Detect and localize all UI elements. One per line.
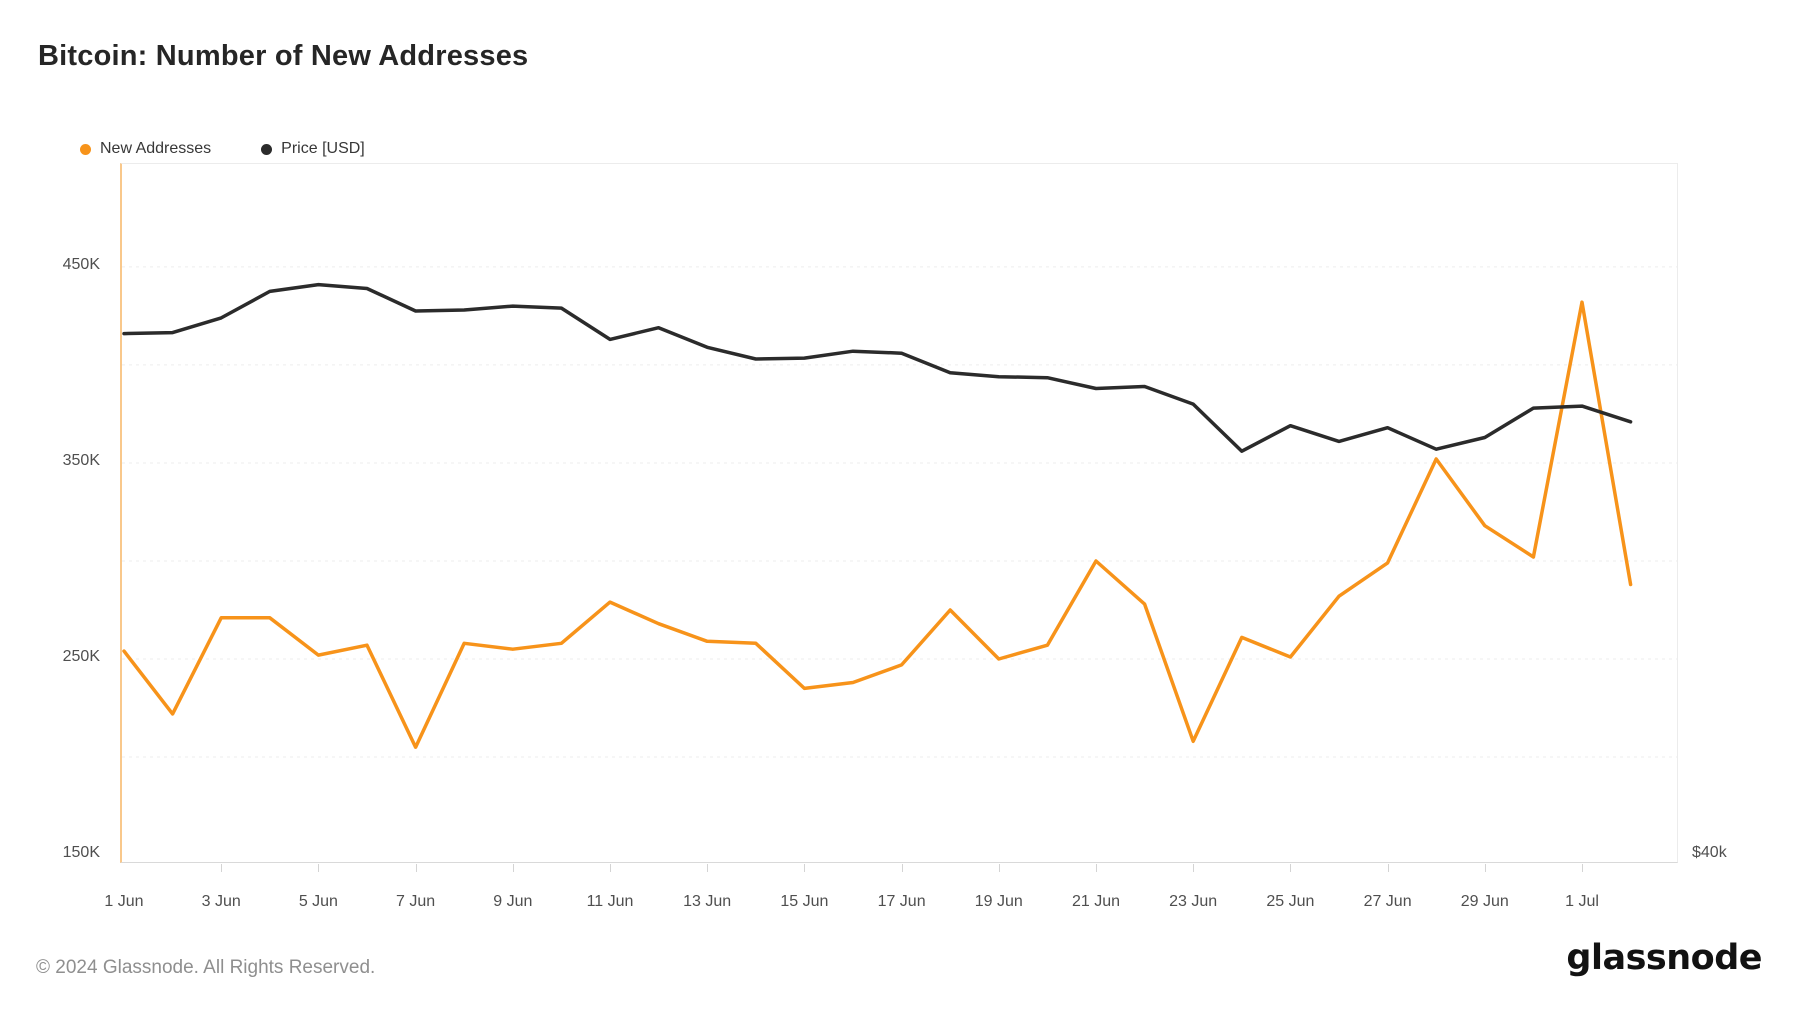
x-axis-tick-label: 1 Jul	[1565, 893, 1599, 910]
x-axis-tick-mark	[804, 864, 806, 872]
chart-legend: New Addresses Price [USD]	[80, 140, 365, 158]
legend-label-price: Price [USD]	[281, 140, 365, 157]
x-axis-tick-label: 13 Jun	[683, 893, 732, 910]
x-axis-tick-label: 3 Jun	[201, 893, 241, 910]
x-axis-tick-label: 15 Jun	[780, 893, 829, 910]
x-axis-tick-mark	[1290, 864, 1292, 872]
x-axis-tick-label: 11 Jun	[586, 893, 634, 910]
chart-plot-area[interactable]	[120, 163, 1678, 863]
gridlines	[122, 266, 1677, 758]
x-axis-tick-label: 7 Jun	[396, 893, 436, 910]
series-line-price-usd-	[122, 282, 1633, 453]
right-axis-tick-label: $40k	[1692, 844, 1727, 861]
x-axis-tick-mark	[707, 864, 709, 872]
y-axis-tick-label: 350K	[62, 451, 100, 469]
legend-item-new-addresses[interactable]: New Addresses	[80, 140, 211, 158]
series-lines	[122, 282, 1633, 749]
x-axis-tick-label: 29 Jun	[1460, 893, 1509, 910]
legend-label-new-addresses: New Addresses	[100, 140, 212, 157]
x-axis-tick-label: 27 Jun	[1363, 893, 1412, 910]
x-axis-tick-label: 5 Jun	[298, 893, 338, 910]
legend-swatch-price-icon	[261, 143, 273, 155]
x-axis-tick-mark	[318, 864, 320, 872]
chart-canvas	[122, 266, 1677, 758]
x-axis-tick-label: 17 Jun	[877, 893, 926, 910]
x-axis-tick-mark	[901, 864, 903, 872]
x-axis-tick-mark	[1193, 864, 1195, 872]
x-axis-tick-label: 21 Jun	[1071, 893, 1121, 910]
y-axis-tick-label: 150K	[62, 844, 100, 861]
legend-item-price[interactable]: Price [USD]	[261, 140, 365, 158]
x-axis-tick-label: 9 Jun	[493, 893, 533, 910]
series-line-new-addresses	[122, 300, 1633, 749]
x-axis-tick-label: 19 Jun	[974, 893, 1023, 910]
glassnode-logo: glassnode	[1566, 938, 1762, 978]
x-axis-tick-mark	[1582, 864, 1583, 872]
x-axis-tick-mark	[221, 864, 223, 872]
x-axis-tick-mark	[998, 864, 1000, 872]
y-axis-tick-label: 250K	[62, 647, 100, 665]
x-axis-tick-label: 25 Jun	[1266, 893, 1315, 910]
x-axis-tick-mark	[1484, 864, 1486, 872]
x-axis-tick-mark	[610, 864, 611, 872]
x-axis-tick-mark	[415, 864, 417, 872]
x-axis-tick-mark	[1387, 864, 1389, 872]
page-title: Bitcoin: Number of New Addresses	[38, 40, 529, 72]
x-axis-tick-label: 23 Jun	[1169, 893, 1218, 910]
y-axis-tick-label: 450K	[62, 255, 100, 273]
copyright-text: © 2024 Glassnode. All Rights Reserved.	[36, 957, 376, 978]
x-axis-tick-label: 1 Jun	[104, 893, 144, 910]
x-axis-tick-mark	[512, 864, 514, 872]
x-axis-tick-mark	[1096, 864, 1097, 872]
legend-swatch-new-addresses-icon	[80, 143, 91, 155]
